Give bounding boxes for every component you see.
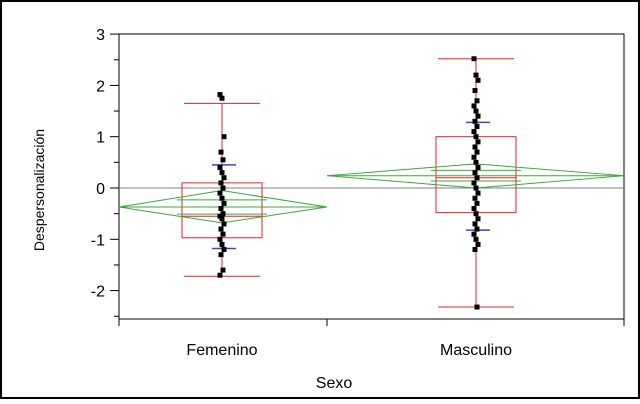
group-masculino-data-point [474, 98, 480, 104]
group-masculino-data-point [471, 206, 477, 212]
group-masculino-data-point [472, 221, 478, 227]
x-axis-label: Sexo [316, 375, 353, 392]
group-masculino-data-point [473, 159, 479, 165]
group-masculino-data-point [471, 129, 477, 135]
group-masculino-data-point [474, 304, 480, 310]
y-tick-label: 0 [96, 181, 105, 198]
group-femenino-data-point [217, 190, 223, 196]
group-femenino-data-point [221, 175, 227, 181]
y-axis-label: Despersonalización [31, 129, 47, 251]
y-tick-label: -2 [91, 284, 105, 301]
group-masculino-data-point [473, 134, 479, 140]
group-masculino-data-point [474, 123, 480, 129]
group-masculino-data-point [471, 180, 477, 186]
group-masculino-data-point [473, 108, 479, 114]
group-femenino-data-point [217, 272, 223, 278]
group-masculino-data-point [472, 144, 478, 150]
group-masculino-data-point [473, 236, 479, 242]
group-masculino-data-point [474, 149, 480, 155]
group-femenino-data-point [221, 221, 227, 227]
plot-frame [118, 33, 625, 320]
group-femenino-data-point [217, 164, 223, 170]
y-tick-label: 1 [96, 130, 105, 147]
group-femenino-data-point [220, 211, 226, 217]
group-femenino-data-point [220, 185, 226, 191]
group-femenino-data-point [218, 149, 224, 155]
group-masculino-data-point [474, 175, 480, 181]
group-masculino-data-point [475, 164, 481, 170]
x-category-label: Femenino [186, 342, 257, 359]
group-masculino-data-point [473, 72, 479, 78]
y-tick-label: 3 [96, 27, 105, 44]
group-masculino-data-point [475, 216, 481, 222]
group-masculino-data-point [472, 88, 478, 94]
group-masculino-data-point [471, 103, 477, 109]
group-femenino-data-point [217, 236, 223, 242]
group-femenino-data-point [218, 206, 224, 212]
group-masculino-data-point [472, 170, 478, 176]
group-femenino-data-point [219, 95, 225, 101]
group-femenino-data-point [219, 216, 225, 222]
group-masculino-data-point [471, 154, 477, 160]
group-femenino-data-point [220, 157, 226, 163]
group-masculino-data-point [472, 195, 478, 201]
group-femenino-data-point [221, 247, 227, 253]
group-femenino-data-point [221, 134, 227, 140]
group-masculino-data-point [471, 56, 477, 62]
group-femenino-data-point [219, 170, 225, 176]
group-masculino-data-point [473, 211, 479, 217]
group-masculino-data-point [475, 77, 481, 83]
group-masculino-data-point [474, 226, 480, 232]
group-femenino-data-point [220, 267, 226, 273]
group-masculino-data-point [475, 190, 481, 196]
group-femenino-data-point [221, 200, 227, 206]
group-femenino-data-point [219, 241, 225, 247]
group-masculino-data-point [474, 200, 480, 206]
y-tick-label: 2 [96, 78, 105, 95]
group-masculino-data-point [475, 241, 481, 247]
y-tick-label: -1 [91, 232, 105, 249]
group-masculino-data-point [472, 247, 478, 253]
group-femenino-data-point [219, 195, 225, 201]
group-masculino-data-point [472, 118, 478, 124]
group-masculino-data-point [471, 231, 477, 237]
group-femenino-data-point [218, 226, 224, 232]
group-masculino-data-point [473, 185, 479, 191]
group-femenino-data-point [218, 180, 224, 186]
group-femenino-data-point [217, 213, 223, 219]
group-femenino-data-point [218, 252, 224, 258]
group-masculino-data-point [475, 113, 481, 119]
group-femenino-data-point [220, 231, 226, 237]
group-masculino-data-point [475, 139, 481, 145]
x-category-label: Masculino [440, 342, 512, 359]
group-femenino-data-point [217, 92, 223, 98]
